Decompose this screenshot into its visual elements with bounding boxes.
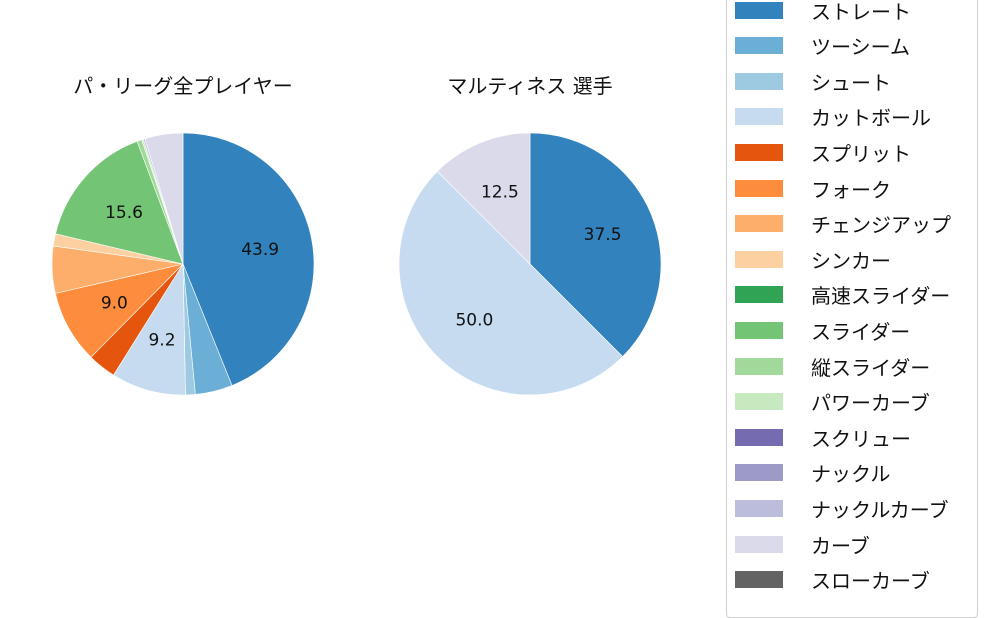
legend-label: スライダー bbox=[811, 319, 911, 344]
legend-item: カーブ bbox=[735, 526, 870, 562]
legend-item: ストレート bbox=[735, 0, 911, 28]
legend-label: 高速スライダー bbox=[811, 284, 951, 309]
slice-value-label: 12.5 bbox=[481, 182, 519, 202]
legend-item: 高速スライダー bbox=[735, 277, 950, 313]
pie-slice bbox=[436, 132, 531, 265]
legend-label: ナックルカーブ bbox=[811, 497, 949, 522]
pie-slice bbox=[529, 132, 662, 358]
legend-swatch bbox=[735, 357, 783, 375]
legend-item: スライダー bbox=[735, 312, 910, 348]
slice-value-label: 50.0 bbox=[455, 311, 493, 331]
legend-item: スローカーブ bbox=[735, 562, 930, 598]
slice-value-label: 9.2 bbox=[148, 331, 175, 351]
pie-charts: 43.9 9.2 9.0 15.6 37.5 50.0 12.5 bbox=[51, 132, 662, 396]
legend-item: シュート bbox=[735, 63, 891, 99]
legend-label: カットボール bbox=[811, 106, 931, 131]
legend: ストレートツーシームシュートカットボール スプリットフォークチェンジアップ シンカー… bbox=[726, 0, 978, 618]
pie-slice bbox=[144, 132, 184, 265]
legend-item: シンカー bbox=[735, 241, 891, 277]
legend-swatch bbox=[735, 143, 783, 161]
legend-label: ストレート bbox=[811, 0, 911, 24]
player-pie: 37.5 50.0 12.5 bbox=[398, 132, 662, 396]
pie-slice bbox=[182, 132, 315, 386]
legend-label: チェンジアップ bbox=[811, 213, 951, 238]
legend-item: ナックルカーブ bbox=[735, 490, 949, 526]
legend-swatch bbox=[735, 499, 783, 517]
legend-swatch bbox=[735, 428, 783, 446]
legend-swatch bbox=[735, 108, 783, 126]
legend-label: スクリュー bbox=[811, 426, 911, 451]
legend-swatch bbox=[735, 286, 783, 304]
legend-label: スプリット bbox=[811, 141, 911, 166]
legend-swatch bbox=[735, 1, 783, 19]
slice-value-label: 9.0 bbox=[101, 293, 128, 313]
legend-swatch bbox=[735, 571, 783, 589]
legend-swatch bbox=[735, 321, 783, 339]
legend-label: カーブ bbox=[811, 533, 870, 558]
left-chart-title: パ・リーグ全プレイヤー bbox=[73, 74, 293, 98]
pie-slice bbox=[398, 170, 624, 396]
legend-swatch bbox=[735, 72, 783, 90]
legend-label: パワーカーブ bbox=[811, 391, 930, 416]
slice-value-label: 15.6 bbox=[105, 203, 143, 223]
legend-swatch bbox=[735, 250, 783, 268]
legend-item: スクリュー bbox=[735, 419, 911, 455]
slice-value-label: 37.5 bbox=[584, 225, 622, 245]
legend-label: ナックル bbox=[811, 462, 891, 487]
legend-label: 縦スライダー bbox=[811, 355, 931, 380]
slice-value-label: 43.9 bbox=[241, 240, 279, 260]
legend-item: パワーカーブ bbox=[735, 384, 930, 420]
legend-label: ツーシーム bbox=[811, 35, 910, 60]
league-pie: 43.9 9.2 9.0 15.6 bbox=[51, 132, 315, 396]
legend-item: ナックル bbox=[735, 455, 890, 491]
right-chart-title: マルティネス 選手 bbox=[447, 74, 613, 98]
legend-swatch bbox=[735, 535, 783, 553]
legend-item: フォーク bbox=[735, 170, 891, 206]
legend-label: シュート bbox=[811, 70, 891, 95]
legend-swatch bbox=[735, 393, 783, 411]
legend-item: チェンジアップ bbox=[735, 206, 951, 242]
legend-label: スローカーブ bbox=[811, 569, 930, 594]
legend-swatch bbox=[735, 179, 783, 197]
legend-label: シンカー bbox=[811, 248, 891, 273]
pie-slice bbox=[55, 140, 184, 265]
legend-item: カットボール bbox=[735, 99, 931, 135]
legend-label: フォーク bbox=[811, 177, 891, 202]
legend-swatch bbox=[735, 215, 783, 233]
legend-swatch bbox=[735, 464, 783, 482]
legend-swatch bbox=[735, 37, 783, 55]
legend-item: 縦スライダー bbox=[735, 348, 930, 384]
legend-item: ツーシーム bbox=[735, 28, 910, 64]
legend-item: スプリット bbox=[735, 134, 911, 170]
